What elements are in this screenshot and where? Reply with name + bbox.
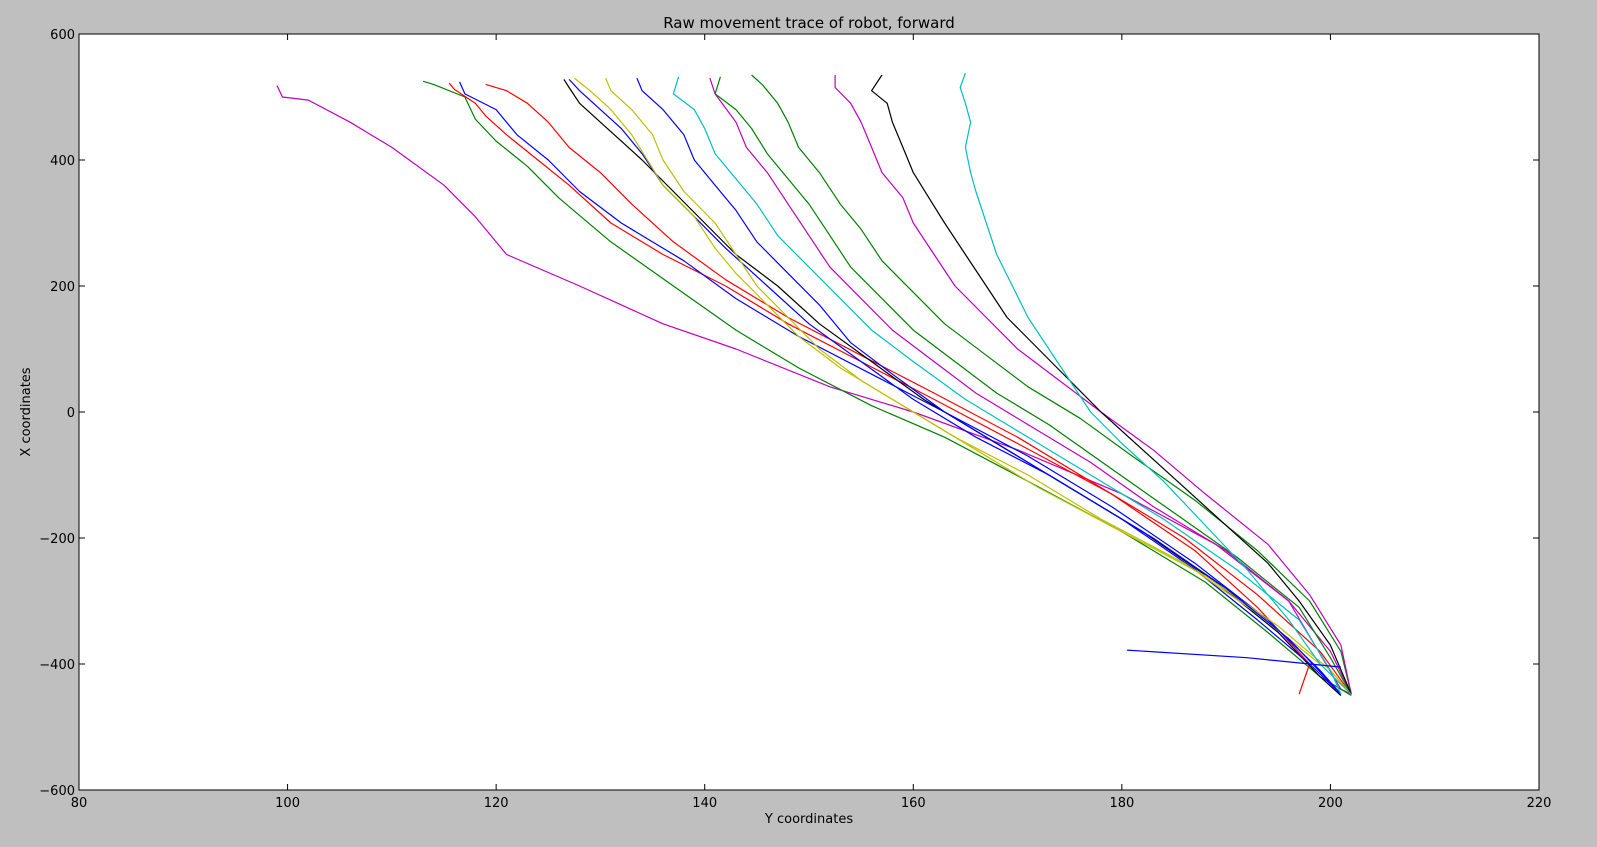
series-line-11 bbox=[709, 77, 1352, 695]
y-tick-label--200: −200 bbox=[39, 532, 75, 547]
x-tick-label-120: 120 bbox=[484, 796, 509, 811]
series-line-15 bbox=[870, 74, 1352, 695]
series-layer bbox=[276, 72, 1352, 697]
x-tick-label-100: 100 bbox=[275, 796, 300, 811]
x-tick-label-220: 220 bbox=[1527, 796, 1552, 811]
series-line-3 bbox=[459, 81, 1342, 695]
x-axis-label: Y coordinates bbox=[764, 812, 853, 827]
series-line-2 bbox=[448, 82, 1311, 695]
y-tick-label--400: −400 bbox=[39, 658, 75, 673]
series-line-4 bbox=[485, 83, 1352, 695]
x-tick-label-80: 80 bbox=[71, 796, 88, 811]
series-line-14 bbox=[834, 75, 1352, 695]
series-line-8 bbox=[574, 77, 1352, 695]
x-tick-label-160: 160 bbox=[901, 796, 926, 811]
series-line-17 bbox=[1127, 649, 1341, 668]
y-tick-label-200: 200 bbox=[50, 280, 75, 295]
x-tick-label-180: 180 bbox=[1109, 796, 1134, 811]
chart-title: Raw movement trace of robot, forward bbox=[663, 14, 955, 32]
y-axis-label: X coordinates bbox=[19, 367, 34, 456]
y-tick-label-0: 0 bbox=[67, 406, 75, 421]
series-line-1 bbox=[422, 80, 1352, 697]
series-line-5 bbox=[563, 79, 1342, 696]
x-tick-label-140: 140 bbox=[692, 796, 717, 811]
y-tick-label--600: −600 bbox=[39, 784, 75, 799]
y-tick-label-600: 600 bbox=[50, 28, 75, 43]
series-line-9 bbox=[636, 77, 1342, 695]
series-line-10 bbox=[672, 76, 1342, 695]
y-axis: −600 −400 −200 0 200 400 600 bbox=[39, 28, 1539, 799]
series-line-12 bbox=[714, 76, 1352, 695]
series-line-6 bbox=[568, 78, 1342, 695]
y-tick-label-400: 400 bbox=[50, 154, 75, 169]
series-line-13 bbox=[751, 74, 1352, 695]
x-tick-label-200: 200 bbox=[1318, 796, 1343, 811]
series-line-16 bbox=[959, 72, 1352, 695]
x-axis: 80 100 120 140 160 180 200 220 bbox=[71, 34, 1552, 811]
